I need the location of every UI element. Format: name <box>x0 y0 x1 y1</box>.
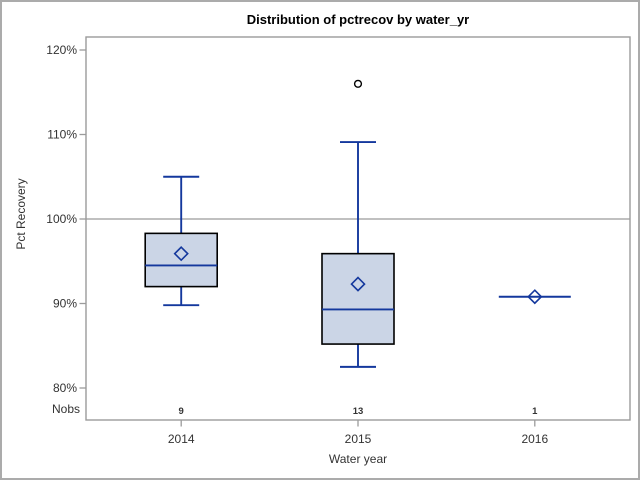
x-tick-label-2015: 2015 <box>345 432 372 446</box>
x-tick-label-2014: 2014 <box>168 432 195 446</box>
y-tick-label-90: 90% <box>53 297 77 311</box>
y-tick-label-110: 110% <box>47 128 77 142</box>
nobs-row-label: Nobs <box>51 402 80 416</box>
y-tick-label-80: 80% <box>53 381 77 395</box>
mean-marker-2015 <box>350 276 366 292</box>
plot-frame <box>85 36 631 421</box>
mean-marker-2014 <box>173 246 189 262</box>
x-axis-title: Water year <box>328 452 388 466</box>
chart-title: Distribution of pctrecov by water_yr <box>246 12 470 27</box>
mean-marker-2016 <box>527 289 543 305</box>
y-tick-label-120: 120% <box>46 43 77 57</box>
nobs-value-2015: 13 <box>353 406 364 417</box>
box-2015 <box>321 252 395 345</box>
x-tick-label-2016: 2016 <box>521 432 548 446</box>
nobs-value-2014: 9 <box>179 406 184 417</box>
outlier-marker-2015-0 <box>353 79 363 88</box>
nobs-value-2016: 1 <box>532 406 538 417</box>
y-tick-label-100: 100% <box>46 212 77 226</box>
